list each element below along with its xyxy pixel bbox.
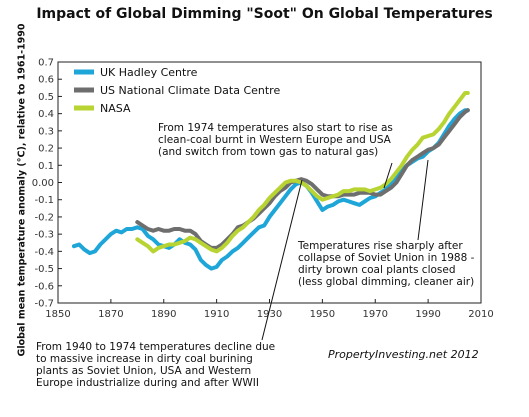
annotation-pointers xyxy=(261,159,429,341)
annotation-1974-line-1: From 1974 temperatures also start to ris… xyxy=(158,122,393,134)
annotation-1940-line-1: From 1940 to 1974 temperatures decline d… xyxy=(36,341,276,353)
y-tick-label: 0.00 xyxy=(32,178,54,189)
series-layer xyxy=(71,91,470,271)
annotation-1988-line-2: collapse of Soviet Union in 1988 - xyxy=(298,252,475,264)
legend-label-2: US National Climate Data Centre xyxy=(100,84,280,97)
y-tick-label: -0.1 xyxy=(34,195,54,206)
y-tick-label: 0.5 xyxy=(38,92,54,103)
annotation-1940-line-3: plants as Soviet Union, USA and Western xyxy=(36,365,252,377)
series-line-2 xyxy=(135,108,470,250)
annotation-1988: Temperatures rise sharply after collapse… xyxy=(298,240,474,288)
y-tick-label: 0.7 xyxy=(38,58,54,69)
x-tick-label: 1910 xyxy=(204,309,229,320)
chart-title: Impact of Global Dimming "Soot" On Globa… xyxy=(36,6,493,22)
series-line-3 xyxy=(135,91,470,254)
credit-text: PropertyInvesting.net 2012 xyxy=(328,348,479,361)
pointer-1940 xyxy=(261,179,303,341)
y-tick-label: 0.1 xyxy=(38,161,54,172)
axes: 0.7 0.6 0.5 0.4 0.3 0.2 0.1 0.00 -0.1 -0.2 -0.3 -0.… xyxy=(32,58,494,321)
y-tick-label: -0.7 xyxy=(34,299,54,310)
x-tick-label: 1970 xyxy=(363,309,388,320)
x-tick-label: 1930 xyxy=(257,309,282,320)
y-tick-label: -0.2 xyxy=(34,212,54,223)
x-tick-label: 1990 xyxy=(415,309,440,320)
y-tick-label: -0.4 xyxy=(34,247,54,258)
y-tick-label: -0.6 xyxy=(34,281,54,292)
annotation-1988-line-4: (less global dimming, cleaner air) xyxy=(298,276,475,288)
annotation-1974-line-3: (and switch from town gas to natural gas… xyxy=(158,146,379,158)
y-tick-label: 0.3 xyxy=(38,126,54,137)
x-tick-label: 1890 xyxy=(151,309,176,320)
x-tick-label: 2010 xyxy=(468,309,493,320)
y-tick-label: 0.2 xyxy=(38,144,54,155)
annotation-1940-line-4: Europe industrialize during and after WW… xyxy=(36,377,259,389)
x-tick-label: 1850 xyxy=(45,309,70,320)
x-tick-label: 1870 xyxy=(98,309,123,320)
annotation-1988-line-1: Temperatures rise sharply after xyxy=(298,240,463,252)
y-tick-label: -0.5 xyxy=(34,264,54,275)
y-tick-label: 0.4 xyxy=(38,109,54,120)
y-tick-label: -0.3 xyxy=(34,230,54,241)
annotation-1974: From 1974 temperatures also start to ris… xyxy=(158,122,393,158)
pointer-1988 xyxy=(417,159,429,241)
annotation-1940: From 1940 to 1974 temperatures decline d… xyxy=(36,341,275,389)
y-tick-label: 0.6 xyxy=(38,75,54,86)
annotation-1974-line-2: clean-coal burnt in Western Europe and U… xyxy=(158,134,391,146)
pointer-1974 xyxy=(383,162,393,189)
annotation-1988-line-3: dirty brown coal plants closed xyxy=(298,264,456,276)
legend-label-3: NASA xyxy=(100,102,131,115)
x-tick-label: 1950 xyxy=(310,309,335,320)
annotation-1940-line-2: to massive increase in dirty coal burini… xyxy=(36,353,253,365)
legend-label-1: UK Hadley Centre xyxy=(100,66,198,79)
legend: UK Hadley Centre US National Climate Data… xyxy=(74,66,280,115)
